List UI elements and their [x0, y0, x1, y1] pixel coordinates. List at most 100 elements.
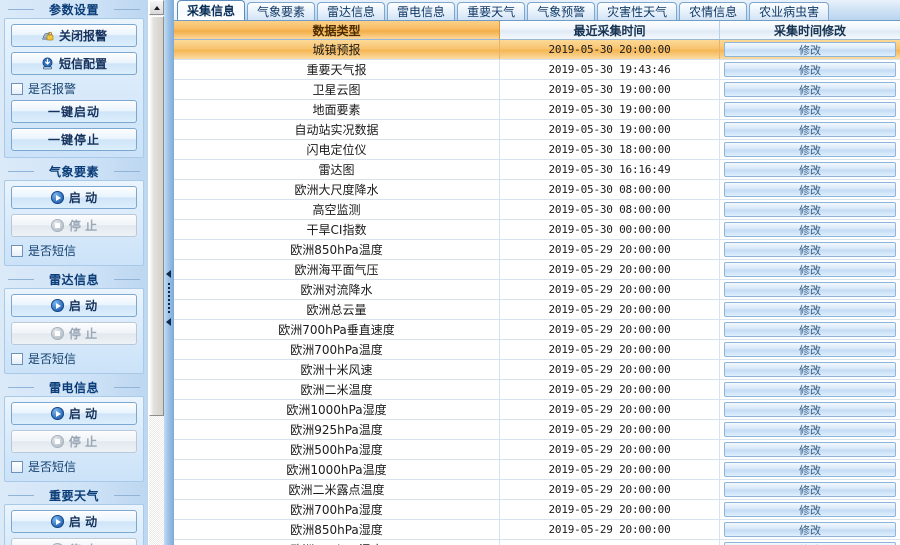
table-row[interactable]: 欧洲850hPa温度 2019-05-29 20:00:00 修改 — [174, 240, 900, 260]
sidebar-scrollbar-thumb[interactable] — [149, 16, 164, 416]
play-button[interactable]: 启 动 — [11, 294, 137, 317]
tab-2[interactable]: 雷达信息 — [317, 2, 386, 20]
action-button[interactable]: 一键启动 — [11, 100, 137, 123]
table-row[interactable]: 欧洲对流降水 2019-05-29 20:00:00 修改 — [174, 280, 900, 300]
edit-collect-time-button[interactable]: 修改 — [724, 322, 896, 337]
edit-collect-time-button[interactable]: 修改 — [724, 382, 896, 397]
column-header-collect-time-edit[interactable]: 采集时间修改 — [720, 21, 900, 39]
cell-data-type: 欧洲850hPa湿度 — [174, 520, 500, 539]
collapse-left-arrow-icon[interactable] — [166, 270, 171, 278]
edit-collect-time-button[interactable]: 修改 — [724, 362, 896, 377]
edit-collect-time-button[interactable]: 修改 — [724, 402, 896, 417]
edit-collect-time-button[interactable]: 修改 — [724, 442, 896, 457]
edit-collect-time-button[interactable]: 修改 — [724, 142, 896, 157]
play-button[interactable]: 启 动 — [11, 402, 137, 425]
checkbox-box[interactable] — [11, 82, 23, 95]
edit-collect-time-button[interactable]: 修改 — [724, 282, 896, 297]
action-button[interactable]: 一键停止 — [11, 128, 137, 151]
sms-config-button[interactable]: 短信配置 — [11, 52, 137, 75]
edit-collect-time-button[interactable]: 修改 — [724, 182, 896, 197]
column-header-last-collect-time[interactable]: 最近采集时间 — [500, 21, 720, 39]
edit-collect-time-button[interactable]: 修改 — [724, 242, 896, 257]
edit-collect-time-button[interactable]: 修改 — [724, 342, 896, 357]
edit-collect-time-button[interactable]: 修改 — [724, 82, 896, 97]
sidebar-group-title: 重要天气 — [4, 486, 144, 504]
tab-8[interactable]: 农业病虫害 — [749, 2, 830, 20]
play-button[interactable]: 启 动 — [11, 510, 137, 533]
tab-1[interactable]: 气象要素 — [247, 2, 316, 20]
collapse-left-arrow-icon-2[interactable] — [166, 318, 171, 326]
checkbox-row[interactable]: 是否短信 — [11, 350, 137, 367]
checkbox-row[interactable]: 是否报警 — [11, 80, 137, 97]
cell-action: 修改 — [720, 460, 900, 479]
table-row[interactable]: 欧洲500hPa湿度 2019-05-29 20:00:00 修改 — [174, 440, 900, 460]
cell-last-collect-time: 2019-05-30 19:00:00 — [500, 120, 720, 139]
button-label: 关闭报警 — [58, 29, 107, 43]
edit-collect-time-button[interactable]: 修改 — [724, 202, 896, 217]
checkbox-row[interactable]: 是否短信 — [11, 242, 137, 259]
table-row[interactable]: 欧洲850hPa湿度 2019-05-29 20:00:00 修改 — [174, 520, 900, 540]
edit-collect-time-button[interactable]: 修改 — [724, 162, 896, 177]
edit-collect-time-button[interactable]: 修改 — [724, 42, 896, 57]
table-row[interactable]: 城镇预报 2019-05-30 20:00:00 修改 — [174, 40, 900, 60]
tab-7[interactable]: 农情信息 — [679, 2, 748, 20]
cell-data-type: 欧洲海平面气压 — [174, 260, 500, 279]
table-row[interactable]: 欧洲海平面气压 2019-05-29 20:00:00 修改 — [174, 260, 900, 280]
tab-4[interactable]: 重要天气 — [457, 2, 526, 20]
table-row[interactable]: 重要天气报 2019-05-30 19:43:46 修改 — [174, 60, 900, 80]
tab-3[interactable]: 雷电信息 — [387, 2, 456, 20]
alarm-off-button[interactable]: 关闭报警 — [11, 24, 137, 47]
column-header-data-type[interactable]: 数据类型 — [174, 21, 500, 39]
play-button[interactable]: 启 动 — [11, 186, 137, 209]
table-row[interactable]: 卫星云图 2019-05-30 19:00:00 修改 — [174, 80, 900, 100]
sidebar-scrollbar[interactable] — [148, 0, 164, 545]
table-row[interactable]: 雷达图 2019-05-30 16:16:49 修改 — [174, 160, 900, 180]
table-row[interactable]: 欧洲700hPa垂直速度 2019-05-29 20:00:00 修改 — [174, 320, 900, 340]
table-row[interactable]: 高空监测 2019-05-30 08:00:00 修改 — [174, 200, 900, 220]
sidebar-group-3: 雷电信息启 动停 止是否短信 — [0, 378, 148, 486]
checkbox-box[interactable] — [11, 352, 23, 365]
table-row[interactable]: 欧洲700hPa温度 2019-05-29 20:00:00 修改 — [174, 340, 900, 360]
edit-collect-time-button[interactable]: 修改 — [724, 462, 896, 477]
edit-collect-time-button[interactable]: 修改 — [724, 302, 896, 317]
checkbox-row[interactable]: 是否短信 — [11, 458, 137, 475]
edit-collect-time-button[interactable]: 修改 — [724, 62, 896, 77]
table-row[interactable]: 闪电定位仪 2019-05-30 18:00:00 修改 — [174, 140, 900, 160]
table-row[interactable]: 欧洲925hPa温度 2019-05-29 20:00:00 修改 — [174, 420, 900, 440]
edit-collect-time-button[interactable]: 修改 — [724, 422, 896, 437]
edit-collect-time-button[interactable]: 修改 — [724, 482, 896, 497]
table-row[interactable]: 欧洲大尺度降水 2019-05-30 08:00:00 修改 — [174, 180, 900, 200]
edit-collect-time-button[interactable]: 修改 — [724, 502, 896, 517]
sidebar-group-0: 参数设置 关闭报警 短信配置 是否报警 一键启动 一键停止 — [0, 0, 148, 162]
cell-last-collect-time: 2019-05-29 20:00:00 — [500, 300, 720, 319]
table-row[interactable]: 地面要素 2019-05-30 19:00:00 修改 — [174, 100, 900, 120]
table-row[interactable]: 欧洲二米露点温度 2019-05-29 20:00:00 修改 — [174, 480, 900, 500]
table-row[interactable]: 欧洲925hPa湿度2019-05-29 20:00:00 修改 — [174, 540, 900, 545]
edit-collect-time-button[interactable]: 修改 — [724, 522, 896, 537]
checkbox-box[interactable] — [11, 244, 23, 257]
play-icon — [50, 299, 64, 312]
panel-splitter[interactable] — [164, 0, 174, 545]
edit-collect-time-button[interactable]: 修改 — [724, 542, 896, 545]
tab-5[interactable]: 气象预警 — [527, 2, 596, 20]
table-row[interactable]: 欧洲700hPa湿度 2019-05-29 20:00:00 修改 — [174, 500, 900, 520]
edit-collect-time-button[interactable]: 修改 — [724, 222, 896, 237]
checkbox-box[interactable] — [11, 460, 23, 473]
edit-collect-time-button[interactable]: 修改 — [724, 122, 896, 137]
table-row[interactable]: 自动站实况数据 2019-05-30 19:00:00 修改 — [174, 120, 900, 140]
table-row[interactable]: 欧洲十米风速 2019-05-29 20:00:00 修改 — [174, 360, 900, 380]
tab-6[interactable]: 灾害性天气 — [597, 2, 678, 20]
table-row[interactable]: 欧洲1000hPa温度 2019-05-29 20:00:00 修改 — [174, 460, 900, 480]
edit-collect-time-button[interactable]: 修改 — [724, 102, 896, 117]
table-row[interactable]: 欧洲总云量 2019-05-29 20:00:00 修改 — [174, 300, 900, 320]
table-row[interactable]: 欧洲二米温度 2019-05-29 20:00:00 修改 — [174, 380, 900, 400]
stop-button: 停 止 — [11, 430, 137, 453]
table-row[interactable]: 干旱CI指数 2019-05-30 00:00:00 修改 — [174, 220, 900, 240]
sidebar-group-2: 雷达信息启 动停 止是否短信 — [0, 270, 148, 378]
table-row[interactable]: 欧洲1000hPa湿度 2019-05-29 20:00:00 修改 — [174, 400, 900, 420]
sidebar-scroll-up-button[interactable] — [149, 0, 164, 15]
tab-0[interactable]: 采集信息 — [177, 0, 246, 20]
tab-label: 灾害性天气 — [607, 5, 668, 19]
edit-collect-time-button[interactable]: 修改 — [724, 262, 896, 277]
cell-last-collect-time: 2019-05-29 20:00:00 — [500, 500, 720, 519]
